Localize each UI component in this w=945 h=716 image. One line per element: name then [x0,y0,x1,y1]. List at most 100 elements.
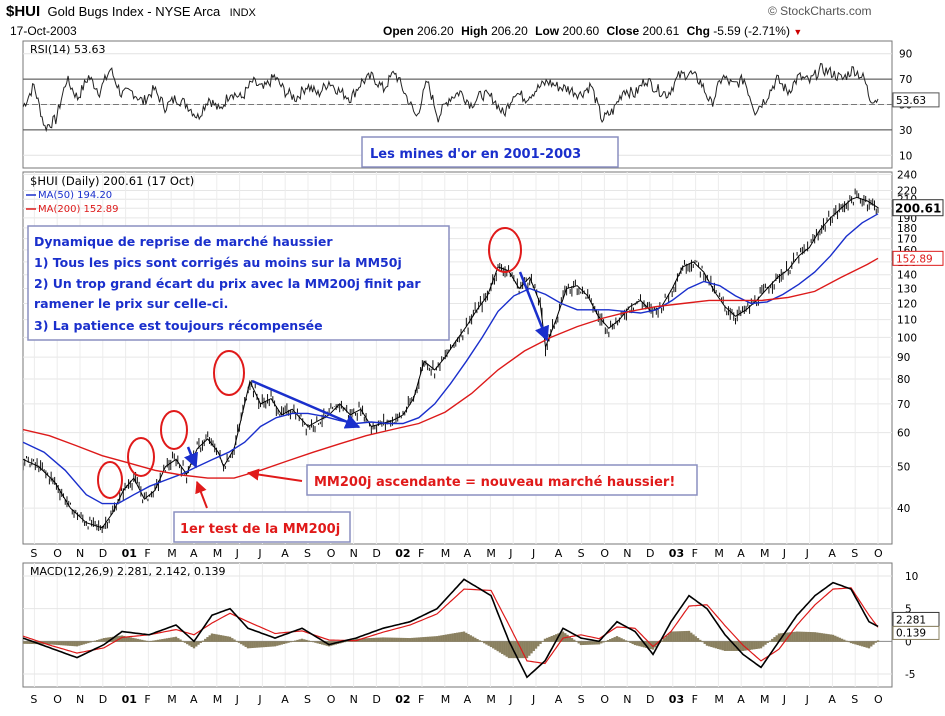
macd-histogram-bar [388,637,391,642]
month-label-15: D [372,547,380,560]
macd-histogram-bar [84,641,88,644]
macd-panel [22,562,893,688]
macd-histogram-bar [235,640,238,642]
macd-histogram-bar [753,641,756,650]
macd-histogram-bar [361,638,364,642]
macd-histogram-bar [80,641,83,646]
macd-histogram-bar [831,634,835,642]
macd-histogram-bar [312,641,315,643]
header-title-line: $HUI Gold Bugs Index - NYSE Arca INDX [6,3,256,20]
macd-histogram-bar [73,641,76,647]
macd-histogram-bar [71,641,74,647]
month-label-bottom-10: J [257,693,261,706]
macd-histogram-bar [316,641,319,644]
month-label-bottom-33: J [782,693,786,706]
low-value: 200.60 [562,24,600,38]
macd-histogram-bar [190,641,193,647]
macd-histogram-bar [674,631,677,642]
macd-histogram-bar [141,639,144,642]
macd-histogram-bar [213,633,216,642]
macd-histogram-bar [204,638,207,642]
macd-histogram-bar [215,634,218,642]
macd-histogram-bar [381,637,385,642]
macd-histogram-bar [845,640,848,642]
macd-histogram-bar [96,640,99,642]
macd-histogram-bar [282,641,286,644]
month-label-2: N [76,547,84,560]
macd-histogram-bar [249,641,252,649]
month-label-bottom-28: 03 [669,693,684,706]
month-label-bottom-0: S [30,693,37,706]
macd-histogram-bar [393,637,396,642]
month-label-bottom-17: F [418,693,424,706]
month-label-12: S [304,547,311,560]
macd-histogram-bar [429,636,432,642]
macd-histogram-bar [744,641,747,651]
macd-hist-value-label: 0.139 [896,627,926,639]
macd-histogram-bar [847,641,850,643]
macd-histogram-bar [726,641,729,651]
macd-histogram-bar [368,638,371,642]
chart-date: 17-Oct-2003 [10,24,77,38]
macd-histogram-bar [57,641,61,646]
macd-histogram-bar [183,641,187,643]
ma200-legend: MA(200) 152.89 [38,204,119,215]
macd-histogram-bar [856,641,859,646]
macd-histogram-bar [251,641,254,649]
month-label-37: O [874,547,883,560]
close-value: 200.61 [642,24,680,38]
macd-histogram-bar [253,641,256,648]
macd-histogram-bar [516,641,520,659]
month-label-bottom-26: N [623,693,631,706]
macd-tick-5: 5 [905,604,912,616]
macd-histogram-bar [51,641,54,645]
macd-histogram-bar [487,641,490,646]
macd-tick-10: 10 [905,571,918,583]
macd-histogram-bar [174,636,178,642]
macd-histogram-bar [870,641,873,647]
macd-histogram-bar [825,633,828,642]
macd-histogram-bar [417,637,421,642]
macd-histogram-bar [199,641,202,643]
macd-histogram-bar [60,641,63,646]
macd-histogram-bar [827,634,830,642]
macd-histogram-bar [750,641,754,650]
macd-hist-value-box [892,625,940,640]
macd-histogram-bar [129,637,133,642]
month-label-bottom-24: S [578,693,585,706]
macd-histogram-bar [431,636,434,642]
macd-histogram-bar [638,641,641,647]
macd-histogram-bar [447,634,450,642]
macd-title: MACD(12,26,9) 2.281, 2.142, 0.139 [30,565,226,578]
month-label-34: J [805,547,809,560]
low-label: Low [535,24,560,38]
macd-histogram-bar [615,636,619,642]
month-label-bottom-32: M [760,693,770,706]
macd-histogram-bar [768,640,772,642]
exchange: INDX [229,7,256,19]
macd-histogram-bar [111,636,115,642]
rsi-tick-70: 70 [899,74,912,86]
macd-histogram-bar [123,635,126,642]
macd-histogram-bar [300,638,304,642]
macd-histogram-bar [165,638,169,642]
macd-histogram-bar [53,641,56,645]
macd-histogram-bar [595,641,598,645]
peak-circle-5 [488,227,522,273]
macd-histogram-bar [438,635,441,642]
macd-histogram-bar [127,636,130,642]
macd-histogram-bar [584,641,587,645]
macd-histogram-bar [559,632,562,642]
macd-histogram-bar [102,638,106,642]
month-label-bottom-27: D [646,693,654,706]
month-label-bottom-7: A [190,693,198,706]
macd-histogram-bar [683,631,686,642]
macd-histogram-bar [323,641,326,646]
down-arrow-icon: ▼ [793,27,803,37]
macd-histogram-bar [66,641,70,646]
macd-histogram-bar [91,641,94,642]
macd-histogram-bar [793,631,796,642]
macd-histogram-bar [217,634,220,642]
index-description: Gold Bugs Index - NYSE Arca [47,4,221,19]
macd-histogram-bar [791,632,794,642]
